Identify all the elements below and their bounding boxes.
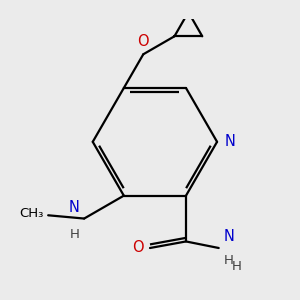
Text: N: N [68, 200, 79, 215]
Text: H: H [232, 260, 242, 273]
Text: N: N [224, 134, 235, 149]
Text: H: H [69, 228, 79, 241]
Text: H: H [224, 254, 233, 267]
Text: O: O [132, 241, 143, 256]
Text: CH₃: CH₃ [19, 207, 43, 220]
Text: N: N [224, 229, 235, 244]
Text: O: O [137, 34, 149, 50]
